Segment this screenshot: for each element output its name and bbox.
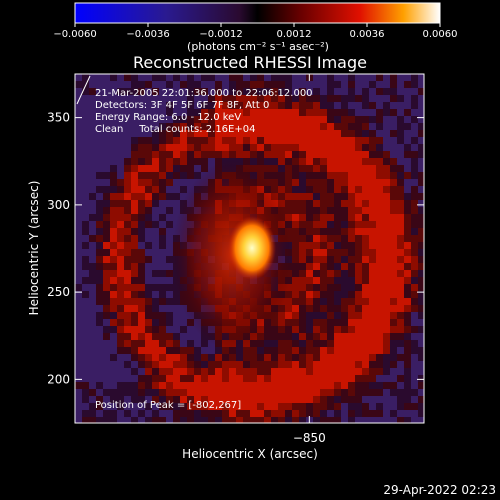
annotation-clean-counts: Clean Total counts: 2.16E+04: [95, 124, 255, 135]
annotation-energy-range: Energy Range: 6.0 - 12.0 keV: [95, 112, 241, 123]
colorbar-tick-label: 0.0012: [277, 29, 312, 40]
image-area: [75, 74, 424, 423]
y-tick-label: 300: [47, 198, 70, 212]
peak-source: [228, 216, 276, 280]
y-tick-label: 350: [47, 111, 70, 125]
peak-position-label: Position of Peak = [-802,267]: [95, 400, 241, 411]
colorbar-ticks: −0.0060 −0.0036 −0.0012 0.0012 0.0036 0.0060: [53, 23, 458, 40]
colorbar-tick-label: −0.0060: [53, 29, 96, 40]
colorbar: [74, 2, 441, 24]
y-tick-label: 250: [47, 285, 70, 299]
colorbar-tick-label: 0.0036: [350, 29, 385, 40]
annotation-detectors: Detectors: 3F 4F 5F 6F 7F 8F, Att 0: [95, 100, 269, 111]
y-tick-label: 200: [47, 372, 70, 386]
plot-frame: [74, 73, 425, 424]
chart-title: Reconstructed RHESSI Image: [133, 53, 367, 72]
colorbar-tick-label: −0.0012: [199, 29, 242, 40]
axis-ticks: −850−800−750200250300350: [47, 74, 424, 445]
colorbar-label: (photons cm⁻² s⁻¹ asec⁻²): [187, 40, 329, 53]
y-axis-label: Heliocentric Y (arcsec): [27, 181, 41, 316]
colorbar-tick-label: −0.0036: [126, 29, 169, 40]
x-axis-label: Heliocentric X (arcsec): [182, 447, 318, 461]
corner-marker: [76, 75, 91, 105]
x-tick-label: −850: [293, 431, 326, 445]
colorbar-tick-label: 0.0060: [423, 29, 458, 40]
annotation-time-range: 21-Mar-2005 22:01:36.000 to 22:06:12.000: [95, 88, 313, 99]
footer-timestamp: 29-Apr-2022 02:23: [383, 483, 496, 497]
